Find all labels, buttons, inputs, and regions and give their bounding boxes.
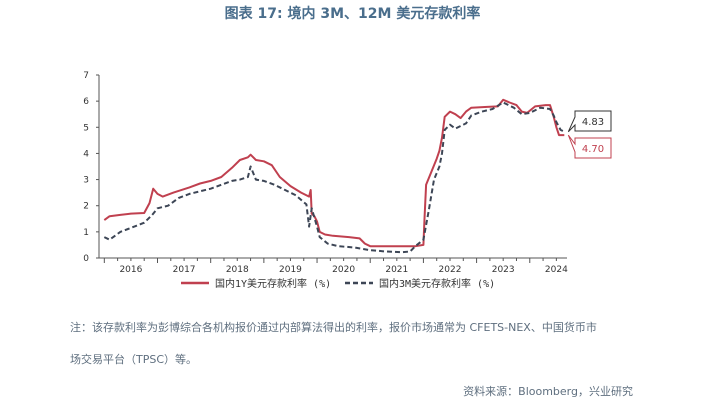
end-label-3m-text: 4.83 xyxy=(582,117,604,128)
end-label-1y-text: 4.70 xyxy=(582,144,604,155)
y-tick-label: 0 xyxy=(83,254,89,264)
series-group xyxy=(103,98,565,254)
y-tick-label: 7 xyxy=(83,71,89,81)
y-tick-label: 4 xyxy=(83,149,89,159)
axes: 0 1 2 3 4 5 6 7 2016 2017 2018 2019 2020 2021 2022 2023… xyxy=(83,71,568,275)
y-tick-label: 6 xyxy=(83,97,89,107)
x-tick-label: 2022 xyxy=(439,265,462,275)
series-3m-line xyxy=(103,101,565,254)
legend-3m-label: 国内3M美元存款利率 (%) xyxy=(379,277,495,290)
footnote-line-1: 注：该存款利率为彭博综合各机构报价通过内部算法得出的利率，报价市场通常为 CFE… xyxy=(70,321,597,334)
legend: 国内1Y美元存款利率 (%) 国内3M美元存款利率 (%) xyxy=(181,277,495,290)
y-tick-label: 2 xyxy=(83,202,89,212)
x-tick-label: 2021 xyxy=(385,265,408,275)
x-tick-label: 2020 xyxy=(332,265,355,275)
x-tick-label: 2017 xyxy=(173,265,196,275)
y-tick-label: 3 xyxy=(83,176,89,186)
footnote-line-2: 场交易平台（TPSC）等。 xyxy=(70,353,198,366)
x-tick-label: 2016 xyxy=(119,265,142,275)
x-tick-label: 2023 xyxy=(492,265,515,275)
chart-title: 图表 17: 境内 3M、12M 美元存款利率 xyxy=(224,6,481,22)
y-tick-label: 1 xyxy=(83,228,89,238)
legend-1y-label: 国内1Y美元存款利率 (%) xyxy=(215,277,331,290)
source-note: 资料来源：Bloomberg，兴业研究 xyxy=(463,385,633,398)
x-tick-label: 2018 xyxy=(226,265,249,275)
y-tick-label: 5 xyxy=(83,123,89,133)
x-tick-label: 2024 xyxy=(545,265,568,275)
end-label-3m-box xyxy=(567,110,612,133)
series-1y-line xyxy=(103,98,565,248)
end-label-1y-box xyxy=(567,134,612,159)
end-labels: 4.83 4.70 xyxy=(567,110,612,159)
x-tick-label: 2019 xyxy=(279,265,302,275)
